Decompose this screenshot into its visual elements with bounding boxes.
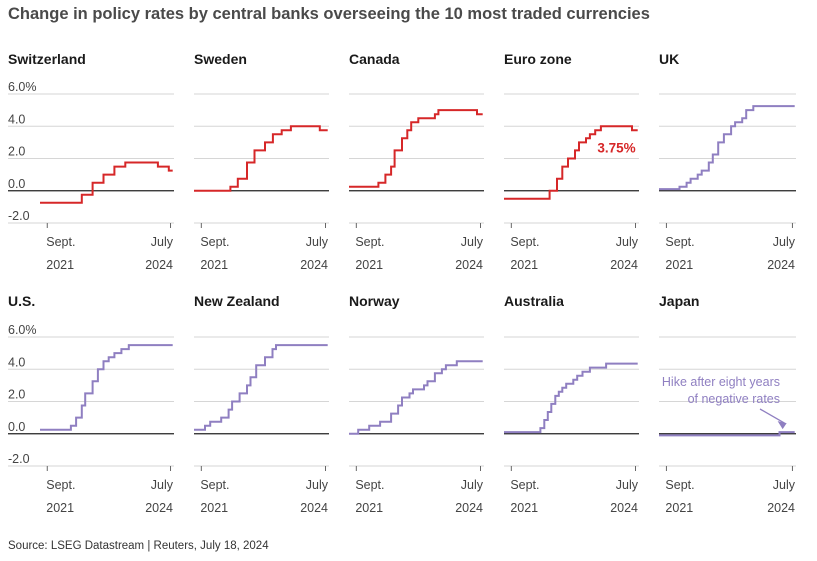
y-tick-label: 2.0 [8,388,25,402]
panel-title: Japan [659,293,699,309]
x-tick-label: 2021 [46,501,74,515]
y-tick-label: 6.0% [8,80,37,94]
x-tick-label: Sept. [200,235,229,249]
x-tick-label: 2021 [665,258,693,272]
series-line [40,344,173,431]
source-note: Source: LSEG Datastream | Reuters, July … [8,540,269,552]
x-tick-label: Sept. [665,478,694,492]
series-line [659,431,795,437]
rate-annotation: 3.75% [597,140,635,155]
series-line [504,362,638,434]
y-tick-label: 4.0 [8,112,25,126]
x-tick-label: Sept. [355,478,384,492]
panel-canada: Canada Sept. 2021 July 2024 [349,51,484,272]
x-tick-label: 2021 [510,501,538,515]
x-tick-label: July [461,235,484,249]
x-tick-label: July [306,235,329,249]
x-tick-label: 2024 [300,501,328,515]
x-tick-label: 2021 [46,258,74,272]
x-tick-label: July [306,478,329,492]
x-tick-label: 2024 [145,258,173,272]
series-line [659,105,795,191]
x-tick-label: Sept. [46,235,75,249]
panel-title: UK [659,51,679,67]
series-line [349,109,483,188]
x-tick-label: July [773,235,796,249]
x-tick-label: 2024 [610,501,638,515]
x-tick-label: Sept. [665,235,694,249]
x-tick-label: 2021 [665,501,693,515]
x-tick-label: 2021 [510,258,538,272]
x-tick-label: 2024 [767,501,795,515]
x-tick-label: July [461,478,484,492]
y-tick-label: 0.0 [8,177,25,191]
panel-norway: Norway Sept. 2021 July 2024 [349,293,484,515]
y-tick-label: 0.0 [8,420,25,434]
arrowhead-icon [777,421,787,430]
panel-title: Norway [349,293,400,309]
x-tick-label: Sept. [510,478,539,492]
panel-australia: Australia Sept. 2021 July 2024 [504,293,639,515]
annotation-line: of negative rates [688,392,780,406]
panel-new-zealand: New Zealand Sept. 2021 July 2024 [194,293,329,515]
panel-u-s: U.S. 6.0% 4.0 2.0 0.0 -2.0 Sept. 2021 July 2024 [8,293,174,515]
panel-title: Sweden [194,51,247,67]
panel-title: New Zealand [194,293,280,309]
y-tick-label: -2.0 [8,209,30,223]
panel-switzerland: Switzerland 6.0% 4.0 2.0 0.0 -2.0 Sept. 2021 Jul… [8,51,174,272]
x-tick-label: 2024 [455,258,483,272]
x-tick-label: Sept. [510,235,539,249]
x-tick-label: Sept. [355,235,384,249]
x-tick-label: July [616,478,639,492]
x-tick-label: 2024 [300,258,328,272]
x-tick-label: July [151,235,174,249]
x-tick-label: 2024 [455,501,483,515]
y-tick-label: -2.0 [8,452,30,466]
x-tick-label: 2021 [200,501,228,515]
panel-title: Switzerland [8,51,86,67]
panel-title: Canada [349,51,400,67]
x-tick-label: Sept. [46,478,75,492]
x-tick-label: 2024 [767,258,795,272]
panel-title: Australia [504,293,564,309]
x-tick-label: July [773,478,796,492]
y-tick-label: 4.0 [8,355,25,369]
annotation-arrow [759,408,785,424]
x-tick-label: July [151,478,174,492]
panel-title: U.S. [8,293,35,309]
annotation-line: Hike after eight years [662,375,780,389]
x-tick-label: 2021 [355,258,383,272]
panel-title: Euro zone [504,51,572,67]
series-line [194,344,328,431]
series-line [194,125,328,192]
x-tick-label: 2024 [145,501,173,515]
y-tick-label: 2.0 [8,145,25,159]
x-tick-label: 2024 [610,258,638,272]
x-tick-label: July [616,235,639,249]
series-line [349,360,483,435]
panel-japan: Japan Sept. 2021 July 2024 Hike after eight y… [659,293,796,515]
x-tick-label: 2021 [200,258,228,272]
chart-title: Change in policy rates by central banks … [8,5,650,23]
series-line [40,161,173,204]
panel-euro-zone: Euro zone Sept. 2021 July 2024 3.75% [504,51,639,272]
x-tick-label: Sept. [200,478,229,492]
series-line [504,125,638,200]
y-tick-label: 6.0% [8,323,37,337]
panel-uk: UK Sept. 2021 July 2024 [659,51,796,272]
panel-sweden: Sweden Sept. 2021 July 2024 [194,51,329,272]
x-tick-label: 2021 [355,501,383,515]
